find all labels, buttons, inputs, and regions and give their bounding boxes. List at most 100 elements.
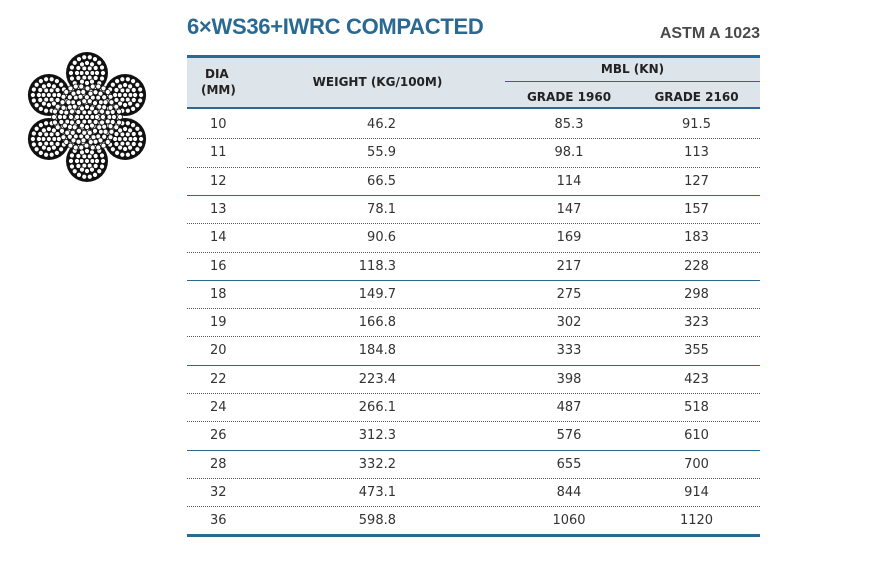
rope-wire: [78, 70, 85, 76]
rope-wire: [89, 114, 96, 120]
rope-wire: [33, 125, 40, 132]
standard: ASTM A 1023: [659, 25, 760, 42]
rope-wire: [138, 136, 145, 142]
weight-cell: 312.3: [358, 428, 396, 444]
rope-wire: [122, 126, 129, 132]
rope-wire: [81, 54, 88, 61]
rope-wire: [62, 122, 68, 129]
rope-wire: [75, 138, 82, 145]
dia-cell: 10: [210, 117, 227, 132]
rope-wire: [117, 83, 124, 90]
rope-wire: [69, 152, 75, 159]
rope-wire: [89, 144, 96, 151]
rope-wire: [102, 128, 109, 135]
rope-wire: [80, 89, 87, 95]
rope-wire: [87, 139, 94, 145]
rope-wire: [48, 76, 55, 83]
rope-wire: [76, 171, 82, 178]
rope-wire: [99, 108, 105, 115]
rope-wire: [92, 127, 98, 134]
rope-wire: [29, 136, 36, 142]
grade-2160-cell: 91.5: [682, 117, 711, 132]
dia-cell: 22: [210, 371, 227, 387]
dia-cell: 12: [210, 173, 227, 189]
rope-wire: [53, 149, 60, 156]
grade-2160-cell: 914: [684, 484, 709, 500]
rope-wire: [84, 104, 90, 110]
weight-cell: 266.1: [358, 400, 396, 415]
rope-wire: [90, 134, 97, 141]
rope-wire: [134, 146, 141, 153]
rope-wire: [79, 166, 85, 173]
col-mbl: MBL (KN): [600, 62, 665, 76]
rope-wire: [35, 136, 42, 142]
rope-wire: [46, 92, 52, 98]
grade-2160-cell: 518: [684, 400, 709, 415]
rope-wire: [137, 141, 144, 148]
weight-cell: 473.1: [358, 484, 396, 500]
dia-cell: 24: [210, 400, 227, 415]
col-grade-1960: GRADE 1960: [526, 90, 612, 104]
rope-wire: [40, 83, 47, 90]
rope-wire: [30, 86, 37, 93]
rope-wire: [84, 124, 90, 130]
rope-wire: [92, 65, 99, 71]
rope-wire: [137, 86, 144, 93]
rope-wire: [51, 92, 58, 98]
dia-cell: 36: [210, 513, 227, 529]
dia-cell: 13: [210, 201, 227, 217]
col-grade-2160: GRADE 2160: [654, 90, 739, 104]
mbl-rule: [505, 81, 760, 82]
rope-wire: [99, 163, 105, 170]
grade-1960-cell: 169: [556, 230, 582, 246]
rope-wire: [130, 105, 137, 112]
rope-wire: [137, 130, 144, 137]
rope-wire: [124, 107, 131, 114]
rope-wire: [96, 124, 103, 131]
rope-wire: [127, 92, 134, 98]
rope-wire: [71, 103, 78, 110]
rope-wire: [74, 114, 80, 120]
rope-wire: [116, 108, 122, 115]
rope-wire: [37, 141, 44, 147]
grade-1960-cell: 147: [556, 201, 582, 217]
rope-wire: [74, 158, 80, 164]
rope-wire: [30, 97, 37, 104]
rope-wire: [80, 137, 87, 144]
dia-cell: 20: [210, 343, 227, 359]
rope-wire: [81, 129, 88, 136]
rope-wire: [94, 114, 100, 120]
rope-wire: [113, 87, 120, 93]
rope-wire: [50, 144, 57, 151]
rope-wire: [86, 129, 93, 136]
rope-wire: [130, 78, 137, 85]
rope-wire: [99, 75, 105, 82]
rope-wire: [63, 109, 70, 116]
row-separator: [187, 421, 760, 423]
rope-wire: [54, 131, 61, 137]
rope-wire: [40, 100, 47, 107]
rope-wire: [45, 126, 52, 132]
rope-wire: [97, 90, 104, 97]
rope-wire: [33, 102, 40, 109]
rope-wire: [59, 127, 65, 134]
row-separator: [187, 506, 760, 508]
dia-cell: 14: [210, 230, 227, 246]
rope-wire: [87, 90, 94, 97]
grade-2160-cell: 183: [684, 230, 709, 246]
rope-wire: [29, 92, 36, 98]
rope-wire: [71, 168, 78, 175]
grade-1960-cell: 655: [556, 456, 582, 472]
rope-wire: [57, 114, 63, 120]
rope-wire: [84, 133, 91, 140]
rope-wire: [78, 158, 85, 164]
grade-2160-cell: 610: [684, 428, 709, 444]
rope-wire: [89, 158, 96, 164]
rope-wire: [96, 59, 103, 66]
rope-wire: [60, 104, 67, 111]
rope-wire: [96, 168, 103, 175]
rope-wire: [114, 78, 121, 85]
rope-wire: [58, 81, 65, 88]
rope-wire: [89, 61, 95, 68]
rope-wire: [69, 64, 75, 71]
